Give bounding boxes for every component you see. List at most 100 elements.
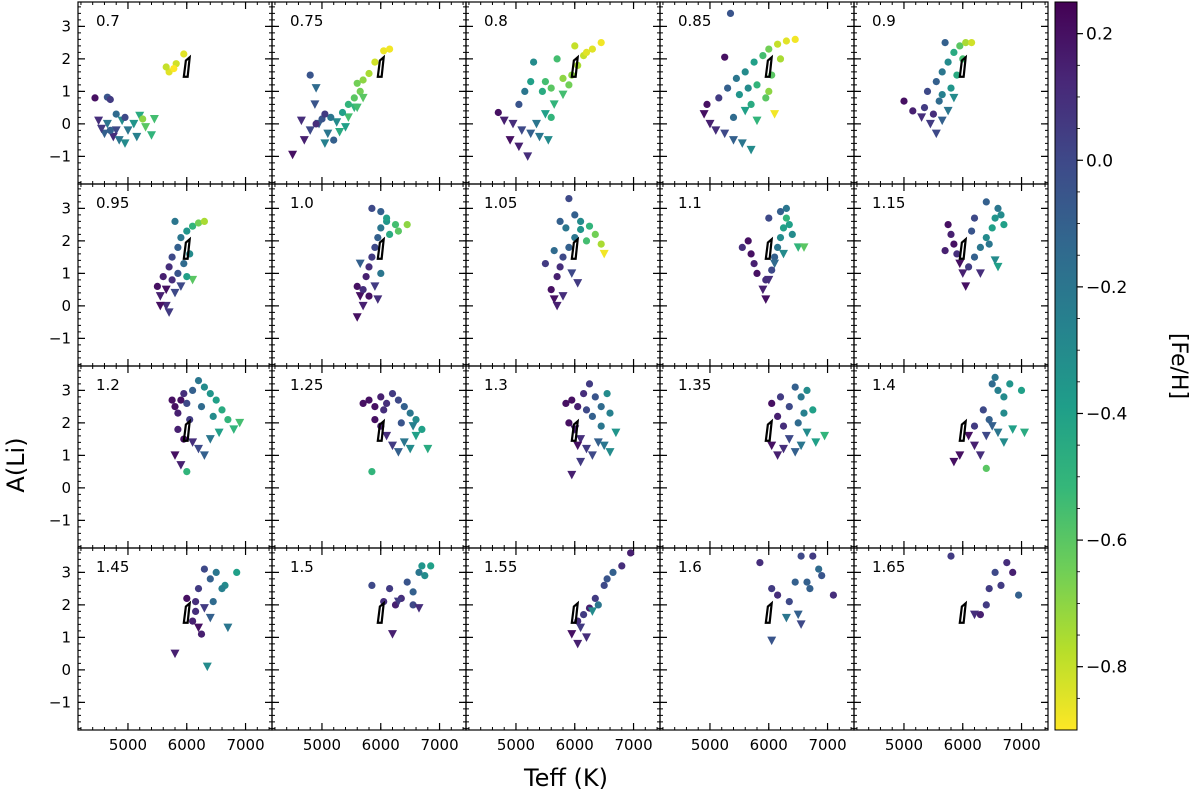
detection-marker (189, 617, 197, 625)
sun-marker (376, 236, 386, 260)
upper-limit-marker (552, 301, 562, 311)
panel-mass-label: 0.8 (484, 12, 508, 30)
detection-marker (562, 399, 570, 407)
detection-marker (785, 598, 793, 606)
sun-marker (958, 600, 968, 624)
detection-marker (321, 110, 329, 118)
panel: 1.4 (853, 365, 1049, 549)
detection-marker (200, 217, 208, 225)
upper-limit-marker (970, 441, 979, 451)
detection-marker (409, 588, 417, 596)
upper-limit-marker (310, 100, 320, 109)
upper-limit-marker (729, 136, 738, 145)
detection-marker (776, 393, 785, 401)
detection-marker (409, 601, 417, 609)
detection-marker (568, 396, 576, 404)
detection-marker (577, 225, 585, 234)
x-tick-label: 7000 (614, 736, 652, 754)
detection-marker (515, 100, 523, 108)
detection-marker (994, 386, 1002, 394)
detection-marker (779, 422, 788, 430)
detection-marker (762, 94, 770, 102)
detection-marker (768, 266, 776, 274)
detection-marker (756, 559, 764, 567)
detection-marker (330, 136, 338, 144)
detection-marker (565, 243, 573, 251)
detection-marker (547, 113, 555, 121)
upper-limit-marker (94, 116, 104, 126)
panel: 1.25 (271, 365, 467, 549)
detection-marker (797, 393, 805, 401)
panel: 1.2 −1 0 1 2 3 (49, 365, 273, 549)
upper-limit-marker (508, 119, 518, 129)
detection-marker (327, 113, 335, 121)
upper-limit-marker (332, 118, 342, 127)
detection-marker (338, 108, 347, 117)
upper-limit-marker (320, 139, 330, 148)
detection-marker (1000, 409, 1008, 417)
upper-limit-marker (587, 451, 597, 460)
x-tick-label: 5000 (691, 736, 729, 754)
panel-frame (853, 547, 1049, 731)
detection-marker (406, 409, 414, 417)
upper-limit-marker (408, 422, 418, 431)
upper-limit-marker (767, 441, 777, 451)
upper-limit-marker (535, 132, 544, 142)
upper-limit-marker (549, 100, 559, 109)
upper-limit-marker (155, 292, 165, 301)
data-points (368, 562, 435, 639)
detection-marker (312, 120, 320, 128)
upper-limit-marker (176, 461, 186, 470)
upper-limit-marker (102, 119, 112, 129)
panel: 1.55 5000 6000 7000 (465, 547, 661, 754)
detection-marker (183, 468, 191, 476)
upper-limit-marker (370, 282, 380, 291)
detection-marker (174, 269, 182, 277)
detection-marker (112, 110, 120, 118)
detection-marker (386, 585, 394, 593)
detection-marker (353, 79, 361, 87)
major-ticks (854, 366, 1048, 548)
major-ticks (660, 184, 854, 366)
detection-marker (365, 292, 373, 300)
detection-marker (421, 572, 429, 580)
upper-limit-marker (576, 457, 586, 467)
detection-marker (224, 416, 232, 424)
upper-limit-marker (141, 123, 151, 132)
detection-marker (782, 214, 791, 222)
detection-marker (791, 578, 799, 586)
upper-limit-marker (352, 313, 362, 322)
detection-marker (394, 396, 402, 404)
detection-marker (803, 386, 811, 394)
upper-limit-marker (793, 243, 803, 252)
sun-marker (376, 600, 386, 624)
upper-limit-marker (373, 295, 383, 304)
colorbar-tick-label: −0.2 (1086, 278, 1127, 298)
upper-limit-marker (784, 435, 794, 444)
detection-marker (553, 273, 561, 281)
detection-marker (106, 126, 114, 134)
upper-limit-marker (975, 451, 985, 460)
detection-marker (1000, 221, 1008, 229)
panel-mass-label: 1.6 (678, 558, 702, 576)
detection-marker (909, 107, 917, 115)
detection-marker (106, 95, 114, 104)
panel-mass-label: 0.95 (96, 194, 129, 212)
detection-marker (359, 76, 367, 84)
upper-limit-marker (558, 292, 568, 301)
upper-limit-marker (799, 243, 809, 252)
sun-marker (182, 236, 192, 260)
data-points (288, 45, 394, 160)
detection-marker (956, 42, 964, 50)
detection-marker (418, 562, 426, 570)
detection-marker (582, 237, 591, 245)
detection-marker (950, 48, 958, 57)
detection-marker (562, 224, 570, 232)
detection-marker (1009, 568, 1017, 577)
detection-marker (588, 45, 597, 53)
detection-marker (744, 84, 752, 92)
detection-marker (829, 591, 838, 599)
major-ticks (854, 2, 1048, 184)
detection-marker (380, 47, 388, 55)
detection-marker (183, 399, 191, 407)
